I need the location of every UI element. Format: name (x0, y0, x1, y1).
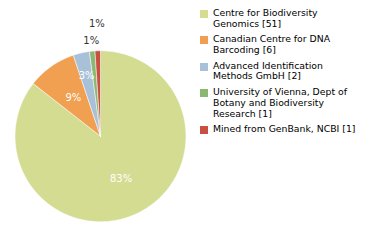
svg-text:83%: 83% (110, 173, 132, 184)
svg-text:1%: 1% (83, 35, 99, 46)
html-text:Mined from GenBank, NCBI [1]: Mined from GenBank, NCBI [1] (213, 123, 356, 135)
svg-text:9%: 9% (65, 92, 81, 103)
svg-text:1%: 1% (89, 18, 105, 29)
html-text:Advanced Identification Method: Advanced Identification Methods GmbH [2] (213, 59, 323, 82)
html-text:Centre for Biodiversity Genomi: Centre for Biodiversity Genomics [51] (213, 7, 318, 29)
html-text:Canadian Centre for DNA Barcod: Canadian Centre for DNA Barcoding [6] (213, 33, 331, 56)
svg-text:3%: 3% (79, 70, 95, 81)
html-text:University of Vienna, Dept of: University of Vienna, Dept of Botany and… (213, 86, 347, 119)
